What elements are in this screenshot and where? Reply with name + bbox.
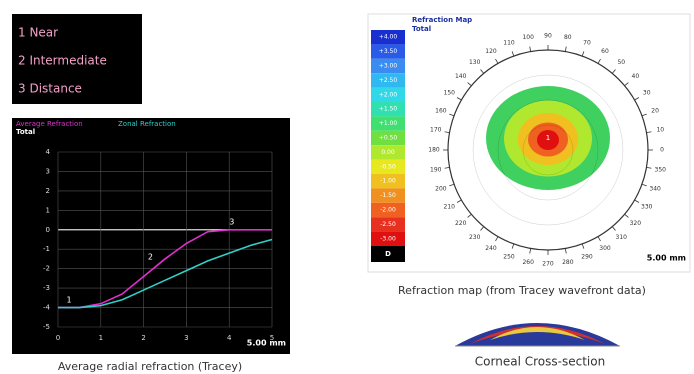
- y-tick-label: -1: [43, 245, 50, 253]
- angle-label: 110: [503, 39, 515, 46]
- color-label: +4.00: [379, 34, 398, 41]
- angle-label: 300: [599, 245, 611, 252]
- angle-label: 60: [601, 48, 609, 55]
- angle-label: 260: [522, 259, 534, 266]
- map-title: Refraction Map: [412, 16, 472, 24]
- color-label: +2.50: [379, 77, 398, 84]
- color-label: -2.00: [380, 207, 396, 214]
- angle-label: 220: [455, 220, 467, 227]
- x-tick-label: 2: [141, 334, 145, 342]
- y-tick-label: 2: [46, 187, 50, 195]
- color-label: +1.50: [379, 106, 398, 113]
- x-tick-label: 1: [99, 334, 103, 342]
- cross-section-drawing: [455, 323, 620, 346]
- angle-label: 140: [455, 73, 467, 80]
- page: {"legend_box": {"items": ["1 Near", "2 I…: [0, 0, 694, 374]
- angle-label: 130: [469, 59, 481, 66]
- color-label: +3.00: [379, 63, 398, 70]
- chart-panel: [12, 118, 290, 354]
- angle-label: 320: [630, 220, 642, 227]
- angle-label: 0: [660, 147, 664, 154]
- y-tick-label: -3: [43, 284, 50, 292]
- angle-label: 170: [430, 127, 442, 134]
- curve-marker: 2: [148, 253, 153, 262]
- x-tick-label: 0: [56, 334, 60, 342]
- angle-label: 230: [469, 234, 481, 241]
- angle-label: 50: [617, 59, 625, 66]
- angle-label: 90: [544, 33, 552, 40]
- y-tick-label: 0: [46, 226, 50, 234]
- angle-label: 250: [503, 254, 515, 261]
- angle-label: 20: [651, 108, 659, 115]
- angle-label: 210: [444, 204, 456, 211]
- color-label: -3.00: [380, 235, 396, 242]
- angle-label: 310: [616, 234, 628, 241]
- color-label: -2.50: [380, 221, 396, 228]
- angle-label: 350: [655, 166, 667, 173]
- legend-item: 2 Intermediate: [18, 54, 107, 68]
- angle-label: 290: [581, 254, 593, 261]
- color-label: 0.00: [381, 149, 395, 156]
- map-subtitle: Total: [412, 25, 431, 33]
- scale-label: 5.00 mm: [247, 339, 286, 348]
- color-label: +0.50: [379, 135, 398, 142]
- caption: Average radial refraction (Tracey): [58, 360, 242, 373]
- angle-label: 30: [643, 90, 651, 97]
- angle-label: 180: [428, 147, 440, 154]
- angle-label: 80: [564, 34, 572, 41]
- legend-item: 3 Distance: [18, 82, 82, 96]
- color-label: +1.00: [379, 120, 398, 127]
- y-tick-label: -5: [43, 323, 50, 331]
- legend-item: 1 Near: [18, 26, 58, 40]
- angle-label: 120: [485, 48, 497, 55]
- legend-entry: Average Refraction: [16, 120, 83, 128]
- angle-label: 70: [583, 39, 591, 46]
- y-tick-label: 4: [46, 148, 51, 156]
- x-tick-label: 4: [227, 334, 232, 342]
- angle-label: 200: [435, 185, 447, 192]
- caption: Refraction map (from Tracey wavefront da…: [398, 284, 646, 297]
- angle-label: 240: [485, 245, 497, 252]
- y-tick-label: 3: [46, 167, 50, 175]
- angle-label: 330: [641, 204, 653, 211]
- center-label: 1: [546, 134, 550, 142]
- angle-label: 10: [656, 127, 664, 134]
- unit-label: D: [385, 250, 391, 258]
- angle-label: 190: [430, 166, 442, 173]
- y-tick-label: -2: [43, 265, 50, 273]
- x-tick-label: 3: [184, 334, 188, 342]
- scale-label: 5.00 mm: [647, 254, 686, 263]
- angle-label: 40: [632, 73, 640, 80]
- angle-label: 280: [562, 259, 574, 266]
- caption: Corneal Cross-section: [475, 355, 605, 369]
- y-tick-label: 1: [46, 206, 50, 214]
- angle-label: 150: [444, 90, 456, 97]
- color-label: +2.00: [379, 91, 398, 98]
- angle-label: 270: [542, 261, 554, 268]
- subtitle: Total: [16, 128, 35, 136]
- figure: Corneal Cross-section 1 Near 2 Intermedia…: [0, 0, 694, 374]
- angle-label: 100: [522, 34, 534, 41]
- color-label: -1.00: [380, 178, 396, 185]
- legend-entry: Zonal Refraction: [118, 120, 176, 128]
- y-tick-label: -4: [43, 304, 51, 312]
- color-label: -1.50: [380, 192, 396, 199]
- color-label: -0.50: [380, 163, 396, 170]
- curve-marker: 3: [229, 218, 234, 227]
- color-label: +3.50: [379, 48, 398, 55]
- curve-marker: 1: [67, 295, 72, 304]
- angle-label: 340: [649, 185, 661, 192]
- angle-label: 160: [435, 108, 447, 115]
